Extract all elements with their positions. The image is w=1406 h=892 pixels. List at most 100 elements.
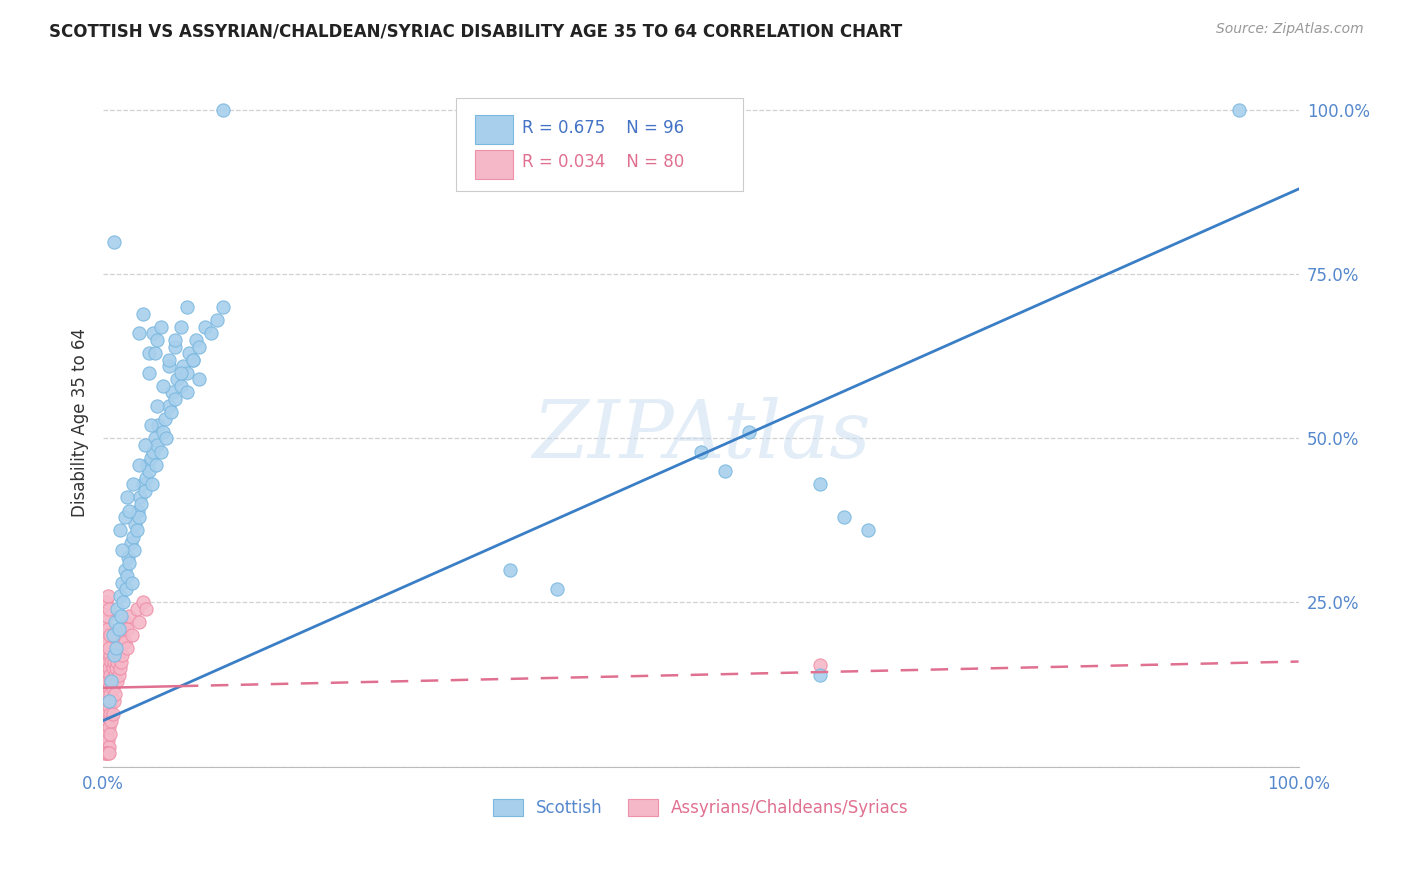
Point <box>107 622 129 636</box>
Point <box>146 418 169 433</box>
Point <box>149 444 172 458</box>
Point <box>96 707 118 722</box>
Point <box>110 655 132 669</box>
Point <box>97 622 120 636</box>
Point <box>142 444 165 458</box>
Point <box>98 727 121 741</box>
Point <box>187 372 209 386</box>
Point <box>107 667 129 681</box>
Point <box>155 411 177 425</box>
Point <box>94 739 117 754</box>
Point <box>124 516 146 531</box>
Point <box>104 615 127 630</box>
Point <box>96 739 118 754</box>
Point <box>104 687 127 701</box>
Point <box>176 385 198 400</box>
Point <box>172 359 194 374</box>
Point <box>94 674 117 689</box>
Point <box>689 444 711 458</box>
Point <box>149 319 172 334</box>
Point <box>166 372 188 386</box>
Point <box>141 477 163 491</box>
Point <box>98 641 121 656</box>
Point <box>142 326 165 341</box>
Point <box>162 385 184 400</box>
Point <box>808 657 831 672</box>
Point <box>110 608 132 623</box>
Point <box>98 681 121 695</box>
Point <box>117 549 139 564</box>
Point <box>96 747 118 761</box>
Legend: Scottish, Assyrians/Chaldeans/Syriacs: Scottish, Assyrians/Chaldeans/Syriacs <box>486 792 915 823</box>
Point <box>131 595 153 609</box>
Point <box>107 648 129 662</box>
Point <box>120 536 142 550</box>
Point <box>94 700 117 714</box>
Point <box>170 319 193 334</box>
Point <box>152 425 174 439</box>
Point <box>93 727 115 741</box>
Point <box>97 674 120 689</box>
Point <box>115 622 138 636</box>
Point <box>98 700 121 714</box>
Point <box>170 366 193 380</box>
Point <box>94 628 117 642</box>
Point <box>98 694 121 708</box>
Point <box>98 687 121 701</box>
Point <box>104 667 127 681</box>
Point <box>114 510 136 524</box>
Point <box>103 648 125 662</box>
Point <box>101 641 124 656</box>
Point <box>100 674 122 689</box>
Point <box>181 352 204 367</box>
Point <box>94 655 117 669</box>
Point <box>713 464 735 478</box>
Text: R = 0.034    N = 80: R = 0.034 N = 80 <box>522 153 683 171</box>
Point <box>98 602 121 616</box>
Point <box>114 635 136 649</box>
Point <box>94 747 117 761</box>
Point <box>122 477 145 491</box>
Point <box>114 563 136 577</box>
Point <box>138 346 160 360</box>
Point <box>111 543 134 558</box>
Point <box>96 667 118 681</box>
Point <box>808 667 831 681</box>
Point <box>131 497 153 511</box>
Point <box>108 661 131 675</box>
Point <box>163 392 186 406</box>
Point <box>107 674 129 689</box>
Point <box>127 503 149 517</box>
Point <box>118 503 141 517</box>
Point <box>134 483 156 498</box>
Point <box>211 103 233 118</box>
Point <box>112 595 135 609</box>
Point <box>101 661 124 675</box>
Text: ZIPAtlas: ZIPAtlas <box>531 397 870 475</box>
Point <box>98 707 121 722</box>
Point <box>143 431 166 445</box>
Point <box>101 707 124 722</box>
Point <box>98 667 121 681</box>
Text: Source: ZipAtlas.com: Source: ZipAtlas.com <box>1216 22 1364 37</box>
Point <box>118 608 141 623</box>
Point <box>103 655 125 669</box>
Point <box>97 655 120 669</box>
Point <box>146 333 169 347</box>
Point <box>100 655 122 669</box>
Point <box>101 681 124 695</box>
Point <box>100 674 122 689</box>
Point <box>93 615 115 630</box>
Point <box>134 438 156 452</box>
Point <box>121 575 143 590</box>
Point <box>187 339 209 353</box>
Point <box>111 575 134 590</box>
Point <box>104 648 127 662</box>
Point <box>128 458 150 472</box>
FancyBboxPatch shape <box>475 115 513 145</box>
Point <box>94 720 117 734</box>
Point <box>121 628 143 642</box>
Point <box>115 569 138 583</box>
Point <box>98 661 121 675</box>
Point <box>115 582 138 597</box>
